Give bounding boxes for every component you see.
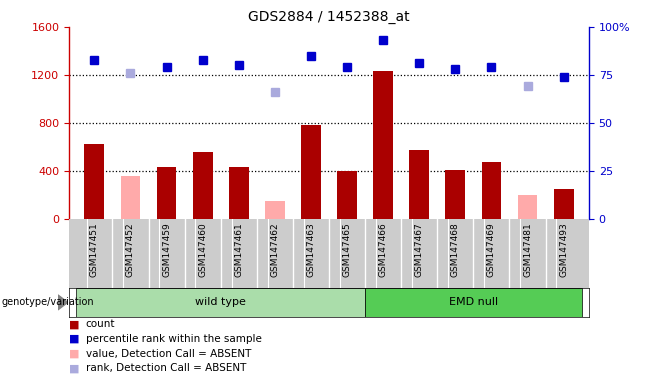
Bar xyxy=(76,288,365,317)
Text: GSM147461: GSM147461 xyxy=(234,222,243,277)
Text: GSM147463: GSM147463 xyxy=(307,222,315,277)
Text: GSM147452: GSM147452 xyxy=(126,222,135,277)
Text: ■: ■ xyxy=(69,349,80,359)
Title: GDS2884 / 1452388_at: GDS2884 / 1452388_at xyxy=(248,10,410,25)
Text: GSM147493: GSM147493 xyxy=(559,222,568,277)
Bar xyxy=(193,152,213,219)
Bar xyxy=(337,171,357,219)
Text: GSM147469: GSM147469 xyxy=(487,222,496,277)
Text: ■: ■ xyxy=(69,319,80,329)
Text: percentile rank within the sample: percentile rank within the sample xyxy=(86,334,261,344)
Text: GSM147451: GSM147451 xyxy=(90,222,99,277)
Text: GSM147465: GSM147465 xyxy=(343,222,351,277)
Text: count: count xyxy=(86,319,115,329)
Text: GSM147481: GSM147481 xyxy=(523,222,532,277)
Bar xyxy=(265,201,285,219)
Bar xyxy=(229,167,249,219)
Text: GSM147459: GSM147459 xyxy=(162,222,171,277)
Bar xyxy=(554,189,574,219)
Text: ■: ■ xyxy=(69,334,80,344)
Bar xyxy=(365,288,582,317)
Text: value, Detection Call = ABSENT: value, Detection Call = ABSENT xyxy=(86,349,251,359)
Text: wild type: wild type xyxy=(195,297,246,308)
Text: rank, Detection Call = ABSENT: rank, Detection Call = ABSENT xyxy=(86,363,246,373)
Bar xyxy=(373,71,393,219)
Text: GSM147468: GSM147468 xyxy=(451,222,460,277)
Bar xyxy=(301,125,321,219)
Text: GSM147467: GSM147467 xyxy=(415,222,424,277)
Text: GSM147466: GSM147466 xyxy=(378,222,388,277)
Bar xyxy=(84,144,104,219)
Polygon shape xyxy=(58,295,68,310)
Bar xyxy=(445,170,465,219)
Text: GSM147460: GSM147460 xyxy=(198,222,207,277)
Bar xyxy=(120,176,140,219)
Text: ■: ■ xyxy=(69,363,80,373)
Bar xyxy=(518,195,538,219)
Text: EMD null: EMD null xyxy=(449,297,498,308)
Bar xyxy=(482,162,501,219)
Text: genotype/variation: genotype/variation xyxy=(1,297,94,308)
Bar xyxy=(409,151,429,219)
Bar xyxy=(157,167,176,219)
Text: GSM147462: GSM147462 xyxy=(270,222,280,277)
